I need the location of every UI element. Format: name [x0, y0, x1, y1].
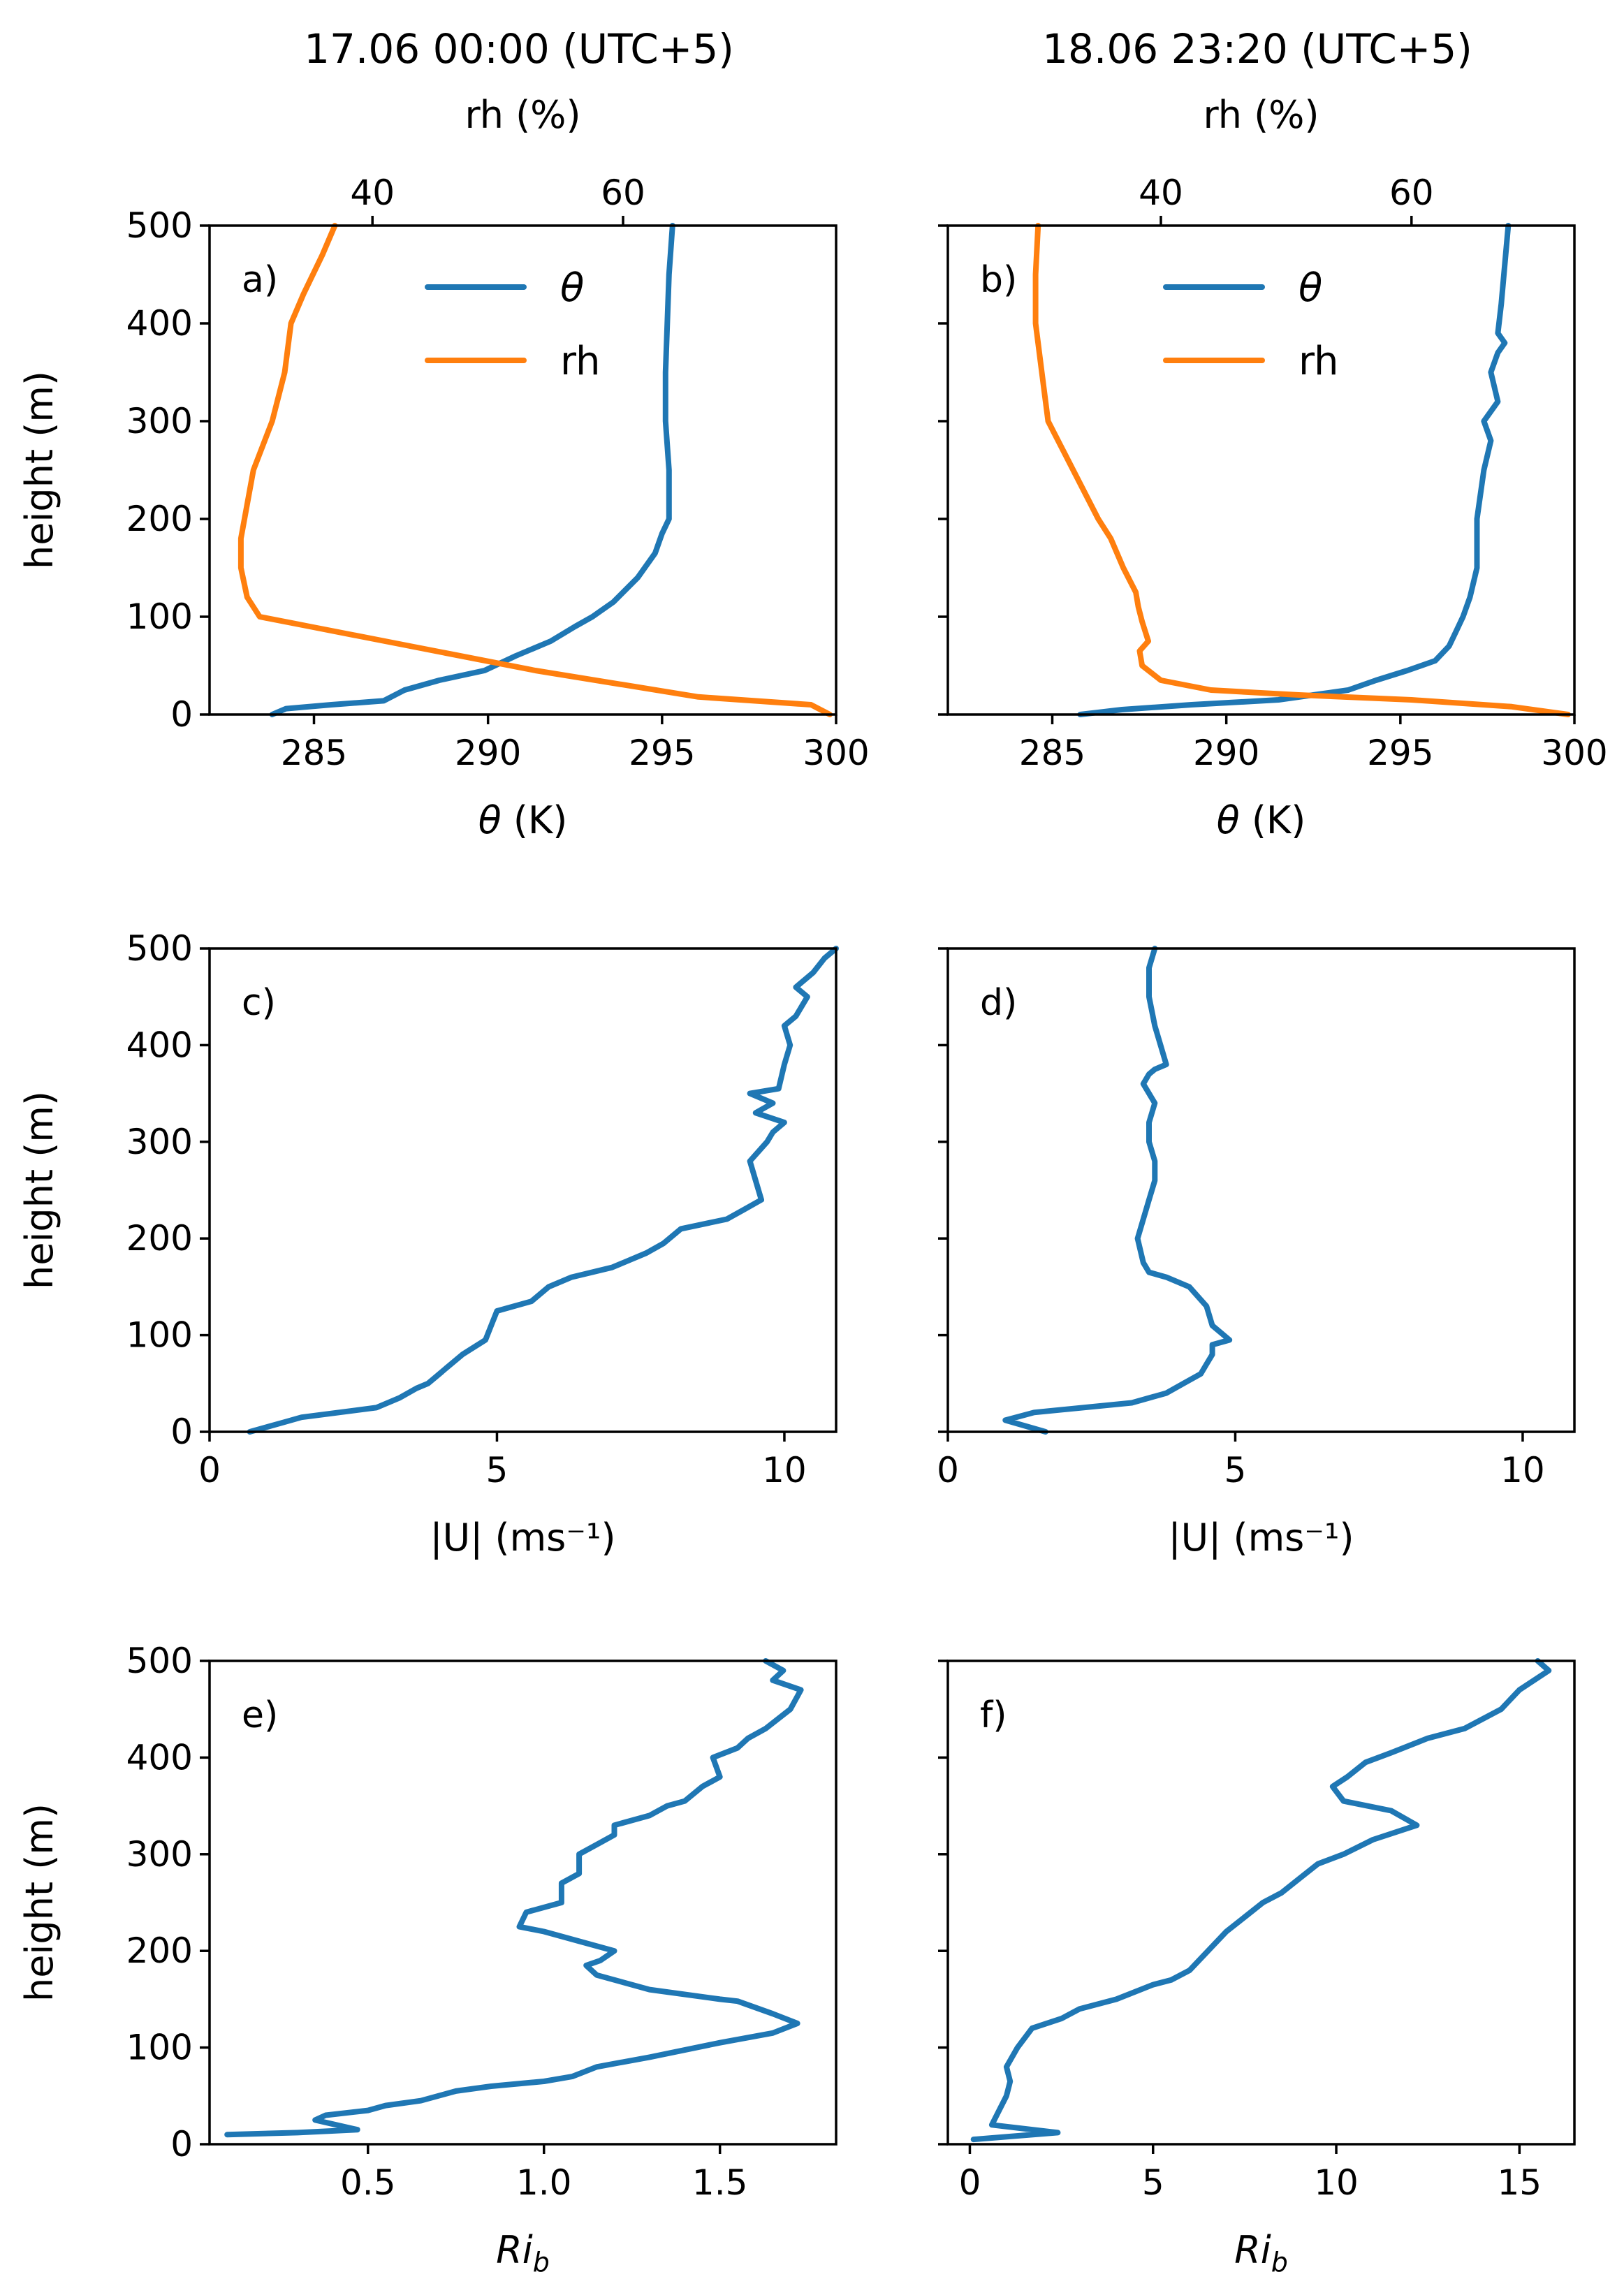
series-line-d-main [1002, 946, 1233, 1435]
top-x-tick-label-a: 40 [350, 173, 395, 213]
y-tick-label-c: 300 [126, 1122, 193, 1162]
x-tick-label-a: 285 [281, 733, 347, 773]
column-title-left: 17.06 00:00 (UTC+5) [304, 25, 734, 73]
x-axis-label-b: θ (K) [1217, 798, 1306, 842]
y-tick-label-e: 0 [170, 2124, 193, 2164]
y-tick-label-a: 300 [126, 401, 193, 441]
legend-label-a-rh: rh [560, 339, 601, 384]
panel-f: 0 5 10 15 Rib f) [938, 1658, 1576, 2278]
panel-c: 0 100 200 300 400 500 0 5 10 |U| (ms⁻¹) height (m)… [17, 928, 839, 1560]
x-tick-label-c: 10 [762, 1450, 807, 1490]
x-tick-label-b: 290 [1193, 733, 1259, 773]
plot-frame-f [946, 1659, 1576, 2146]
plot-frame-c [208, 947, 837, 1433]
top-x-tick-label-b: 40 [1139, 173, 1183, 213]
y-tick-label-c: 100 [126, 1315, 193, 1356]
plot-frame-d [946, 947, 1576, 1433]
x-tick-label-a: 295 [629, 733, 695, 773]
y-tick-label-a: 0 [170, 694, 193, 735]
panel-label-a: a) [242, 259, 278, 301]
y-tick-label-a: 400 [126, 303, 193, 344]
column-title-right: 18.06 23:20 (UTC+5) [1042, 25, 1472, 73]
y-tick-label-a: 200 [126, 499, 193, 539]
x-axis-label-a: θ (K) [478, 798, 568, 842]
y-tick-label-c: 500 [126, 928, 193, 969]
x-tick-label-d: 10 [1500, 1450, 1545, 1490]
top-x-axis-label-a: rh (%) [464, 93, 580, 137]
x-tick-label-e: 1.5 [692, 2162, 748, 2203]
panel-label-e: e) [242, 1694, 278, 1736]
y-tick-label-e: 400 [126, 1737, 193, 1778]
x-tick-label-b: 300 [1541, 733, 1607, 773]
x-axis-label-f: Rib [1234, 2228, 1288, 2278]
x-axis-label-c: |U| (ms⁻¹) [430, 1516, 615, 1560]
panel-label-d: d) [980, 982, 1017, 1024]
top-x-tick-label-b: 60 [1389, 173, 1434, 213]
y-tick-label-e: 500 [126, 1641, 193, 1681]
panel-b: 285 290 295 300 40 60 rh (%) θ (K) b) θ rh [938, 93, 1608, 842]
legend-label-b-theta: θ [1299, 265, 1322, 311]
top-x-axis-label-b: rh (%) [1203, 93, 1319, 137]
y-tick-label-c: 0 [170, 1412, 193, 1452]
plot-frame-b [946, 224, 1576, 716]
y-axis-label-a: height (m) [17, 371, 61, 569]
panel-e: 0 100 200 300 400 500 0.5 1.0 1.5 Rib height (m) e) [17, 1641, 837, 2278]
y-tick-label-e: 100 [126, 2028, 193, 2068]
y-tick-label-a: 500 [126, 205, 193, 246]
y-tick-label-c: 200 [126, 1218, 193, 1259]
panel-a: 0 100 200 300 400 500 285 290 295 300 40 60 rh (%) θ … [17, 93, 870, 842]
series-line-c-main [247, 946, 839, 1435]
plot-frame-a [208, 224, 837, 716]
x-tick-label-f: 0 [959, 2162, 981, 2203]
x-tick-label-f: 5 [1142, 2162, 1164, 2203]
x-tick-label-e: 1.0 [516, 2162, 572, 2203]
series-line-a-theta [269, 223, 675, 717]
x-tick-label-d: 5 [1224, 1450, 1247, 1490]
x-axis-label-d: |U| (ms⁻¹) [1168, 1516, 1354, 1560]
x-tick-label-a: 300 [803, 733, 869, 773]
panel-label-b: b) [980, 259, 1017, 301]
series-line-e-main [224, 1658, 804, 2138]
y-axis-label-e: height (m) [17, 1803, 61, 2002]
x-axis-label-e: Rib [496, 2228, 550, 2278]
y-tick-label-e: 300 [126, 1834, 193, 1875]
x-tick-label-e: 0.5 [340, 2162, 396, 2203]
legend-label-b-rh: rh [1299, 339, 1339, 384]
series-line-f-main [970, 1658, 1552, 2143]
series-line-a-rh [237, 223, 833, 717]
y-axis-label-c: height (m) [17, 1091, 61, 1289]
panel-d: 0 5 10 |U| (ms⁻¹) d) [937, 946, 1576, 1560]
x-tick-label-c: 0 [198, 1450, 221, 1490]
legend-label-a-theta: θ [560, 265, 584, 311]
y-tick-label-c: 400 [126, 1025, 193, 1065]
series-line-b-rh [1032, 223, 1571, 717]
x-tick-label-a: 290 [455, 733, 521, 773]
x-tick-label-f: 10 [1314, 2162, 1359, 2203]
y-tick-label-a: 100 [126, 596, 193, 637]
y-tick-label-e: 200 [126, 1930, 193, 1971]
x-tick-label-b: 295 [1367, 733, 1433, 773]
panel-label-c: c) [242, 982, 276, 1024]
plot-frame-e [208, 1659, 837, 2146]
x-tick-label-b: 285 [1019, 733, 1085, 773]
x-tick-label-f: 15 [1498, 2162, 1542, 2203]
panel-label-f: f) [980, 1694, 1007, 1736]
x-tick-label-c: 5 [486, 1450, 509, 1490]
series-line-b-theta [1077, 223, 1512, 717]
x-tick-label-d: 0 [937, 1450, 959, 1490]
top-x-tick-label-a: 60 [601, 173, 645, 213]
